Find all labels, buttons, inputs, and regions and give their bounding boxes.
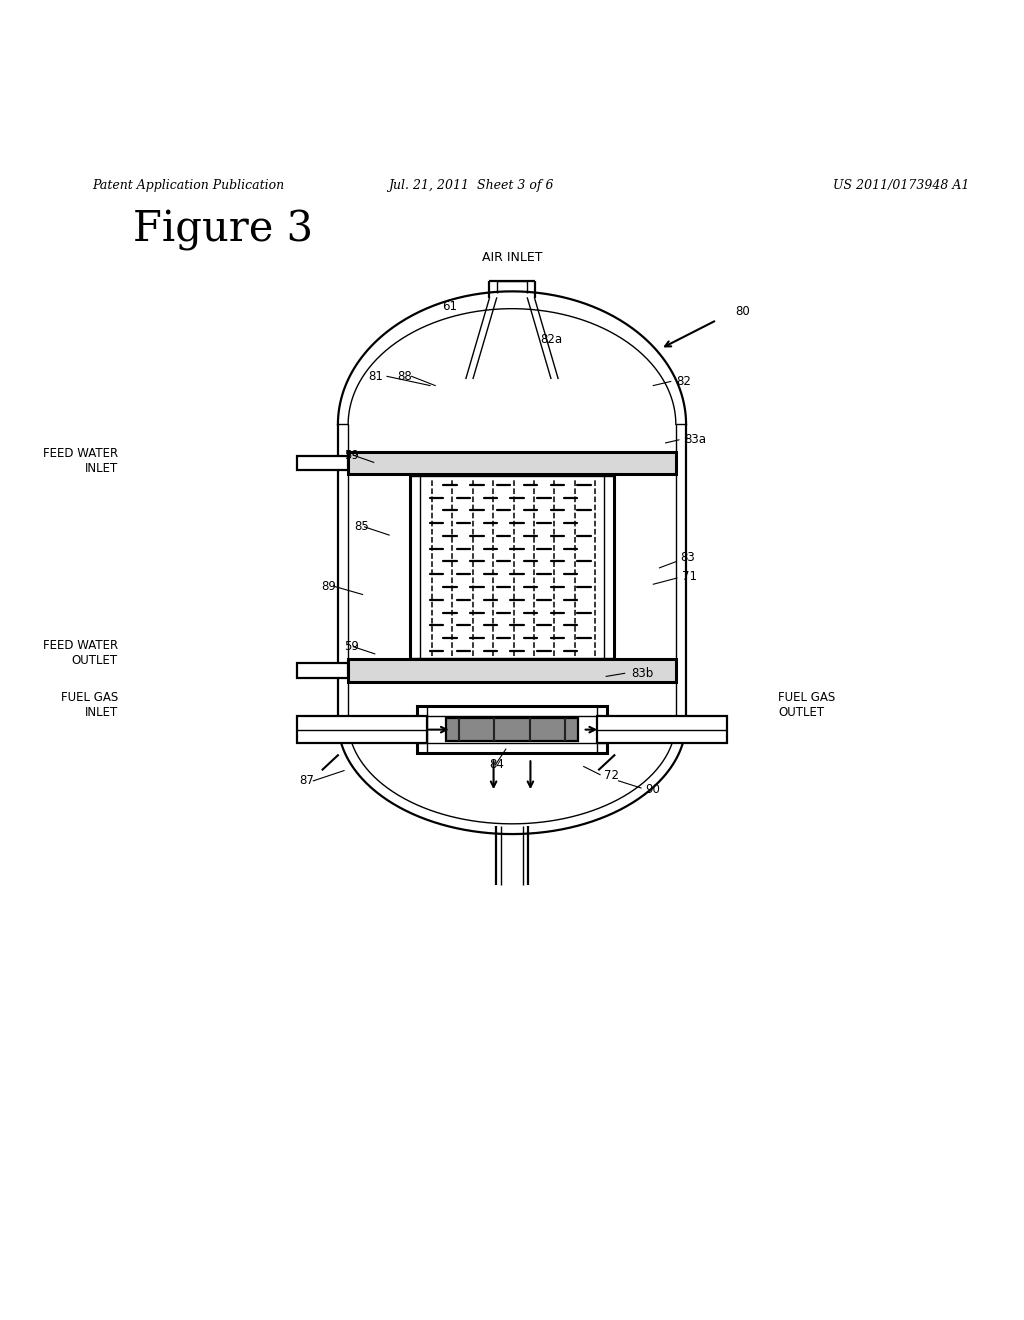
Bar — [446, 718, 578, 741]
Text: 83b: 83b — [631, 667, 653, 680]
Text: FUEL GAS
OUTLET: FUEL GAS OUTLET — [778, 692, 836, 719]
Bar — [348, 659, 676, 681]
Text: US 2011/0173948 A1: US 2011/0173948 A1 — [833, 180, 970, 193]
Bar — [410, 466, 614, 668]
Text: 88: 88 — [397, 370, 412, 383]
Text: 87: 87 — [299, 775, 314, 787]
Text: 82: 82 — [676, 375, 691, 388]
Text: 83a: 83a — [684, 433, 706, 446]
Text: 72: 72 — [604, 770, 620, 783]
Text: 90: 90 — [645, 783, 660, 796]
Text: 83: 83 — [680, 552, 694, 564]
Bar — [597, 717, 727, 743]
Text: Patent Application Publication: Patent Application Publication — [92, 180, 285, 193]
Bar — [348, 451, 676, 474]
Text: FEED WATER
OUTLET: FEED WATER OUTLET — [43, 639, 118, 667]
Bar — [297, 663, 348, 677]
Bar — [297, 455, 348, 470]
Bar — [297, 717, 427, 743]
Text: 82a: 82a — [541, 333, 563, 346]
Text: 59: 59 — [344, 449, 359, 462]
Bar — [417, 706, 607, 754]
Text: Jul. 21, 2011  Sheet 3 of 6: Jul. 21, 2011 Sheet 3 of 6 — [388, 180, 554, 193]
Text: 80: 80 — [735, 305, 750, 318]
Text: 85: 85 — [354, 520, 369, 533]
Text: FEED WATER
INLET: FEED WATER INLET — [43, 447, 118, 475]
Text: 59: 59 — [344, 640, 359, 653]
Text: FUEL GAS
INLET: FUEL GAS INLET — [60, 692, 118, 719]
Text: 61: 61 — [442, 300, 458, 313]
Text: 71: 71 — [682, 569, 697, 582]
Text: AIR INLET: AIR INLET — [481, 251, 543, 264]
Text: 84: 84 — [489, 758, 505, 771]
Text: 81: 81 — [369, 370, 384, 383]
Text: Figure 3: Figure 3 — [133, 209, 313, 251]
Text: 89: 89 — [322, 579, 337, 593]
